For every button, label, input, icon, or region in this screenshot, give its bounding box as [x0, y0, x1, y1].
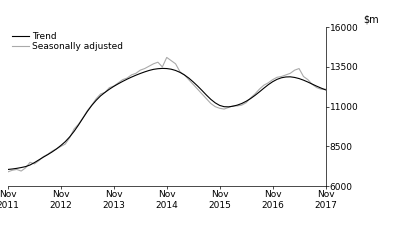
- Legend: Trend, Seasonally adjusted: Trend, Seasonally adjusted: [12, 32, 123, 51]
- Y-axis label: $m: $m: [364, 14, 379, 24]
